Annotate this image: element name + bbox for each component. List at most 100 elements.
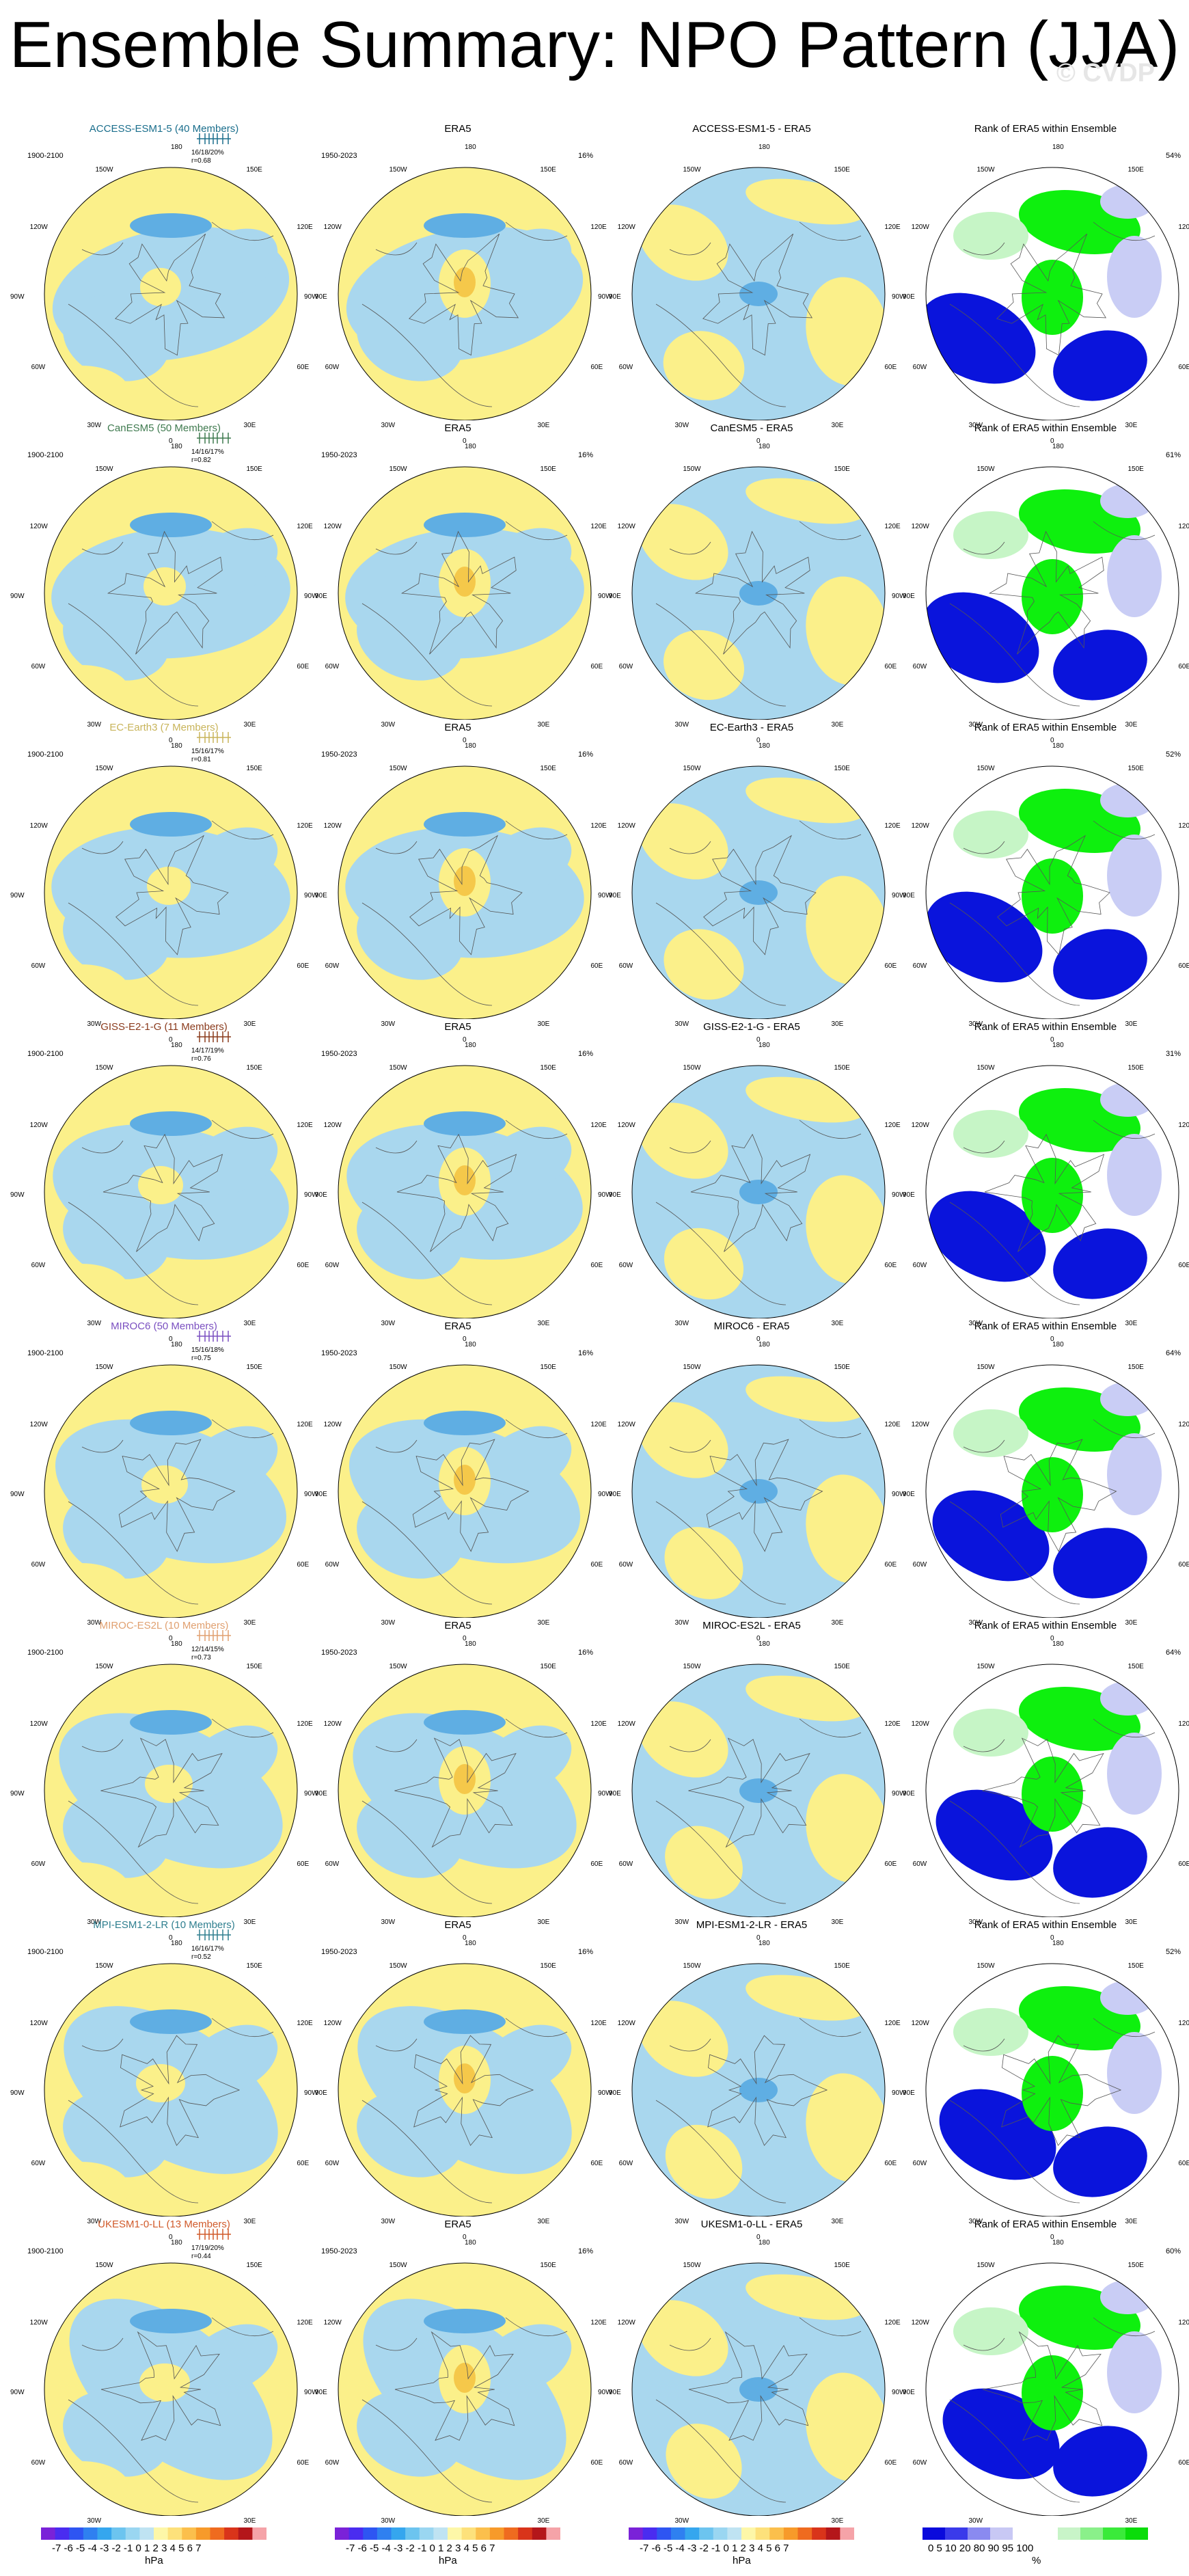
longitude-label: 0: [169, 1934, 173, 1942]
pattern-stats: 16/18/20% r=0.68: [191, 149, 224, 165]
longitude-label: 120W: [29, 223, 48, 231]
longitude-label: 90W: [304, 2389, 318, 2396]
colorbar-swatch: [55, 2527, 70, 2540]
map-region: [130, 1111, 212, 1136]
map-border: [44, 1963, 298, 2216]
panel-title: MIROC6 - ERA5: [713, 1320, 790, 1332]
map-region: [926, 592, 1039, 683]
map-region: [63, 1193, 169, 1279]
longitude-label: 150E: [540, 1063, 556, 1072]
colorbar-swatch: [699, 2527, 714, 2540]
rank-map: [925, 1364, 1179, 1618]
panel-obs: ERA5 1950-2023 16% 180 150W 150E 120W 120E 90W 90…: [304, 422, 621, 744]
longitude-label: 90W: [892, 1491, 906, 1498]
longitude-label: 120W: [323, 2019, 342, 2027]
map-border: [44, 466, 298, 720]
map-region: [454, 567, 476, 597]
panel-obs: ERA5 1950-2023 16% 180 150W 150E 120W 120E 90W 90…: [304, 1021, 621, 1343]
period-label: 1950-2023: [321, 1349, 357, 1357]
longitude-label: 180: [1052, 742, 1064, 750]
longitude-label: 180: [1052, 1940, 1064, 1947]
longitude-label: 150W: [976, 465, 995, 473]
longitude-label: 60W: [618, 2458, 633, 2467]
longitude-label: 120E: [297, 2318, 313, 2327]
panel-title: MPI-ESM1-2-LR - ERA5: [696, 1919, 808, 1931]
colorbar-swatch: [642, 2527, 657, 2540]
colorbar-swatch: [69, 2527, 84, 2540]
longitude-label: 90W: [598, 892, 612, 899]
longitude-label: 30E: [1125, 2517, 1138, 2525]
longitude-label: 0: [1050, 737, 1054, 744]
pct-range: 15/16/18%: [191, 1346, 224, 1354]
panel-rank: Rank of ERA5 within Ensemble 60% 180 150W 15…: [892, 2219, 1189, 2540]
longitude-label: 30W: [381, 1919, 396, 1927]
longitude-label: 60E: [297, 962, 310, 970]
pattern-stats: 14/16/17% r=0.82: [191, 448, 224, 465]
rank-pct: 31%: [1165, 1050, 1181, 1058]
longitude-label: 30E: [537, 1919, 550, 1927]
map-border: [338, 466, 592, 720]
colorbar-swatch: [755, 2527, 770, 2540]
rank-pct: 64%: [1165, 1349, 1181, 1357]
map-region: [663, 331, 745, 401]
longitude-label: 150W: [95, 1962, 113, 1970]
longitude-label: 30E: [831, 2218, 844, 2226]
longitude-label: 30E: [243, 1619, 256, 1627]
coastline: [100, 2331, 221, 2441]
map-border: [631, 1963, 886, 2216]
longitude-label: 120E: [590, 223, 607, 231]
colorbar-swatch: [139, 2527, 154, 2540]
map-region: [1022, 559, 1083, 634]
longitude-label: 60E: [297, 1560, 310, 1569]
rank-pct: 61%: [1165, 451, 1181, 459]
longitude-label: 120E: [1178, 2318, 1189, 2327]
longitude-label: 60W: [31, 1860, 46, 1868]
longitude-label: 120W: [911, 1720, 929, 1728]
longitude-label: 30E: [243, 2517, 256, 2525]
panel-title: Rank of ERA5 within Ensemble: [974, 722, 1117, 733]
colorbar-swatch: [1035, 2527, 1058, 2540]
map-border: [338, 2262, 592, 2516]
longitude-label: 150W: [95, 1063, 113, 1072]
map-region: [424, 2009, 506, 2034]
polar-map: [44, 466, 298, 720]
longitude-label: 30E: [243, 2218, 256, 2226]
panel-model: MIROC6 (50 Members) 1900-2100 15/16/18% r=0…: [10, 1320, 327, 1642]
coastline: [655, 221, 862, 407]
longitude-label: 150E: [834, 1063, 850, 1072]
polar-map: [631, 466, 886, 720]
map-region: [953, 1110, 1028, 1158]
longitude-label: 30E: [831, 2517, 844, 2525]
rank-map: [925, 466, 1179, 720]
map-region: [130, 2009, 212, 2034]
panel-diff: CanESM5 - ERA5 180 150W 150E 120W 120E 90W 90E 6…: [598, 422, 915, 744]
colorbar-unit: hPa: [145, 2555, 163, 2566]
longitude-label: 60E: [1178, 1860, 1189, 1868]
longitude-label: 30E: [1125, 721, 1138, 729]
longitude-label: 60W: [912, 363, 927, 371]
longitude-label: 120E: [1178, 2019, 1189, 2027]
longitude-label: 30W: [87, 1020, 102, 1029]
colorbar-swatch: [97, 2527, 112, 2540]
polar-map: [631, 1664, 886, 1917]
longitude-label: 30E: [243, 1320, 256, 1328]
coastline: [68, 1120, 274, 1305]
coastline: [361, 2018, 568, 2204]
coastline: [102, 1133, 223, 1252]
coastline: [361, 2317, 568, 2503]
map-region: [187, 1725, 278, 1795]
coastline: [68, 221, 274, 407]
longitude-label: 150W: [683, 764, 701, 772]
longitude-label: 0: [169, 1036, 173, 1044]
longitude-label: 150E: [246, 1363, 262, 1371]
longitude-label: 180: [758, 443, 770, 450]
longitude-label: 0: [169, 1336, 173, 1343]
longitude-label: 90W: [892, 593, 906, 600]
coastline: [68, 521, 274, 707]
longitude-label: 120E: [1178, 1420, 1189, 1428]
map-region: [953, 811, 1028, 858]
longitude-label: 60E: [884, 2159, 897, 2167]
longitude-label: 180: [758, 2239, 770, 2247]
coastline: [982, 1737, 1104, 1848]
colorbar-swatch: [252, 2527, 267, 2540]
